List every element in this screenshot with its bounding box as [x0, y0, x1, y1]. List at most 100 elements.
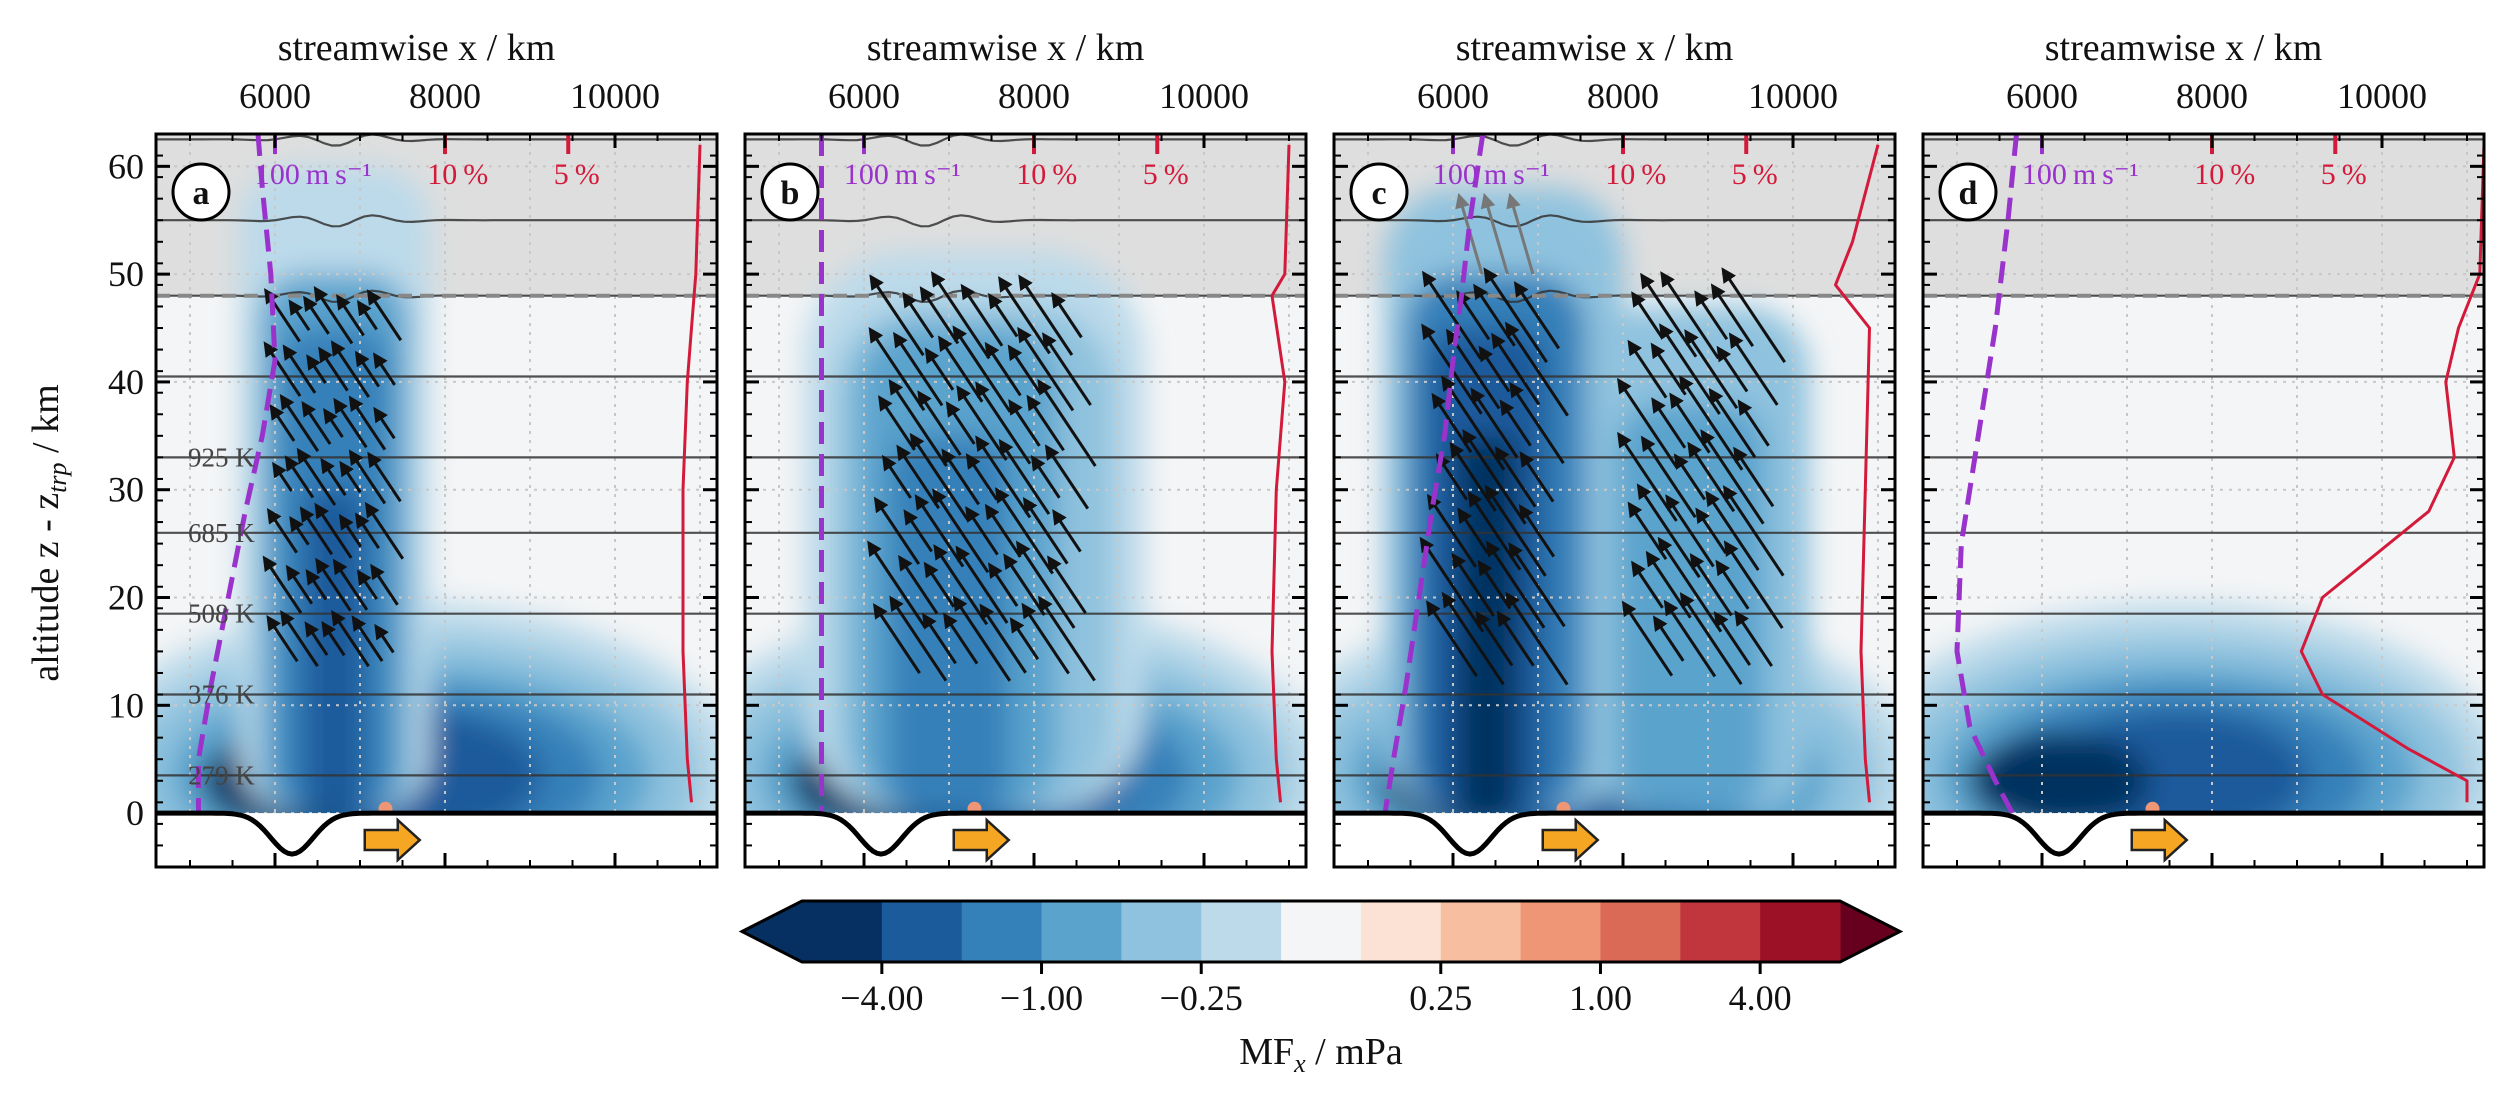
flux-vector: [299, 506, 334, 556]
flux-vector: [1435, 453, 1469, 501]
flux-vector: [1008, 399, 1041, 447]
flux-vector: [354, 512, 380, 550]
flux-vector: [1519, 451, 1555, 503]
flux-vector: [1640, 435, 1697, 519]
y-tick-label: 60: [108, 146, 144, 186]
flux-vector: [1617, 377, 1678, 469]
flux-vector: [902, 291, 935, 339]
percent10-label: 10 %: [2194, 158, 2255, 191]
flux-vector: [304, 621, 329, 656]
flux-vector: [314, 502, 353, 559]
flux-vector: [975, 381, 1032, 465]
flux-vector: [917, 390, 962, 456]
colorbar-segment: [1520, 901, 1601, 962]
flux-vector: [1483, 267, 1548, 364]
flux-vector: [1007, 344, 1042, 394]
flux-vector: [1480, 192, 1509, 275]
flux-vector: [984, 341, 1022, 397]
colorbar-segment: [1360, 901, 1442, 962]
flux-vector: [1047, 555, 1087, 614]
flux-vector: [339, 460, 362, 493]
flux-vector: [348, 449, 387, 505]
colorbar-tick-label: −0.25: [1160, 978, 1243, 1018]
flux-vector: [868, 327, 926, 412]
flux-vector: [1451, 552, 1495, 617]
colorbar-extend-high: [1840, 901, 1900, 962]
flux-vector: [1441, 375, 1506, 471]
isentrope-label: 925 K: [188, 442, 255, 472]
flux-vector: [1723, 540, 1784, 629]
panel-letter-badge: [171, 162, 231, 222]
flux-vector: [336, 294, 365, 337]
x-tick-label: 10000: [2337, 76, 2427, 116]
flux-vector: [356, 569, 378, 600]
flux-vector: [1665, 494, 1715, 568]
flux-vector: [1513, 281, 1561, 350]
flux-vector: [318, 346, 349, 392]
flux-vector: [1694, 290, 1729, 341]
flux-vector: [932, 488, 990, 574]
variance-profile: [1270, 144, 1291, 803]
flux-vector: [889, 595, 948, 682]
flux-vector: [909, 432, 970, 521]
flux-vector: [1484, 484, 1547, 577]
flux-vector: [919, 286, 960, 345]
flux-vector: [898, 555, 939, 615]
flux-vector: [332, 558, 369, 611]
flux-vector: [272, 461, 293, 492]
flux-vector: [945, 401, 976, 445]
flux-vector: [1652, 615, 1685, 662]
isentrope-label: 508 K: [188, 599, 255, 629]
percent5-label: 5 %: [554, 158, 600, 191]
flux-vector: [1700, 429, 1765, 525]
x-tick-label: 6000: [239, 76, 311, 116]
flux-vector: [284, 455, 315, 499]
flux-vector: [330, 340, 371, 398]
flux-vector: [262, 555, 303, 614]
ground-area: [1923, 813, 2484, 867]
flux-vector: [1491, 332, 1541, 406]
panel-letter: a: [193, 175, 210, 212]
variance-profile: [2299, 144, 2484, 803]
colorbar-label: MFx / mPa: [1239, 1031, 1403, 1078]
flux-vector: [995, 487, 1054, 575]
flux-vector: [1470, 387, 1519, 459]
wind-profile: [1382, 134, 1486, 814]
flux-vector: [1426, 493, 1477, 568]
flux-vector: [1679, 592, 1743, 685]
flux-vector: [321, 621, 346, 657]
propagation-arrow-icon: [363, 817, 422, 863]
x-tick-label: 8000: [1587, 76, 1659, 116]
colorbar-segment: [1281, 901, 1362, 962]
flux-vector: [1734, 610, 1773, 667]
flux-vector: [1022, 497, 1069, 565]
percent10-label: 10 %: [427, 158, 488, 191]
colorbar-tick-label: −1.00: [1000, 978, 1083, 1018]
flux-vector: [893, 331, 944, 407]
flux-vector: [1426, 600, 1478, 677]
topography: [745, 810, 1305, 857]
isentrope-line: [156, 214, 716, 228]
propagation-arrow-icon: [952, 817, 1011, 863]
flux-vector: [881, 454, 912, 499]
flux-vector: [1486, 540, 1546, 629]
colorbar: −4.00 −1.00 −0.25 0.25 1.00 4.00: [738, 899, 1904, 1018]
colorbar-label-unit: / mPa: [1306, 1031, 1403, 1073]
panel-a: 279 K 376 K 508 K 685 K 925 K 100 m s⁻¹ 10 % 5 …: [108, 27, 719, 869]
percent5-label: 5 %: [2321, 158, 2367, 191]
flux-vector: [280, 610, 319, 667]
colorbar-segment: [1600, 901, 1681, 962]
flux-vector: [1044, 444, 1090, 510]
flux-vectors: [1419, 192, 1786, 686]
flux-vector: [1009, 617, 1040, 661]
flux-vector: [988, 293, 1019, 338]
flux-vector: [941, 448, 980, 506]
flux-vector: [1509, 381, 1565, 465]
flux-vector: [331, 610, 370, 668]
flux-vector: [923, 561, 956, 608]
isentrope-label: 279 K: [188, 760, 255, 790]
flux-vector: [933, 544, 989, 626]
flux-vector: [1038, 595, 1096, 682]
propagation-arrow-icon: [1541, 817, 1600, 863]
flux-vector: [1505, 591, 1569, 686]
